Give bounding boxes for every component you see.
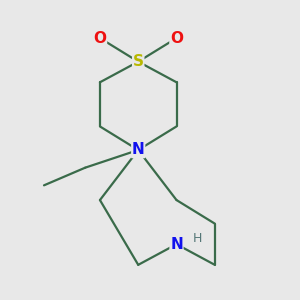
Text: O: O: [93, 31, 106, 46]
Text: S: S: [133, 54, 144, 69]
Text: N: N: [170, 237, 183, 252]
Text: O: O: [170, 31, 183, 46]
Text: N: N: [132, 142, 145, 158]
Text: H: H: [192, 232, 202, 245]
